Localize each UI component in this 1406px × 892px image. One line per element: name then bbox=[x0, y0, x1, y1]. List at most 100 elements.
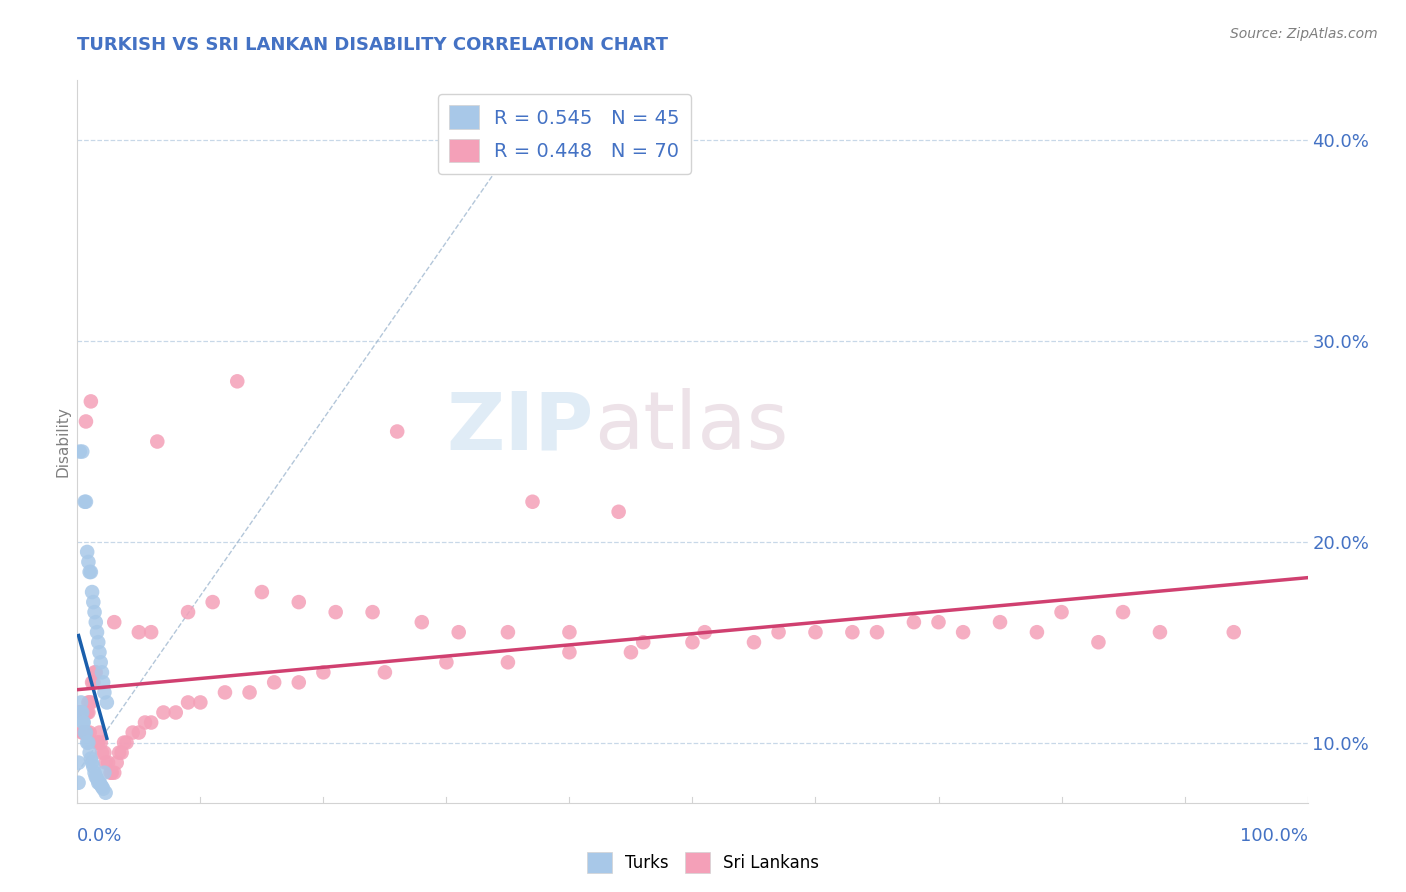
Point bbox=[496, 625, 519, 640]
Point bbox=[76, 735, 98, 749]
Point bbox=[239, 685, 262, 699]
Point bbox=[86, 772, 108, 786]
Text: atlas: atlas bbox=[595, 388, 789, 467]
Point bbox=[693, 625, 716, 640]
Point bbox=[100, 765, 122, 780]
Text: 100.0%: 100.0% bbox=[1240, 827, 1308, 845]
Point bbox=[67, 775, 90, 790]
Point bbox=[90, 746, 114, 760]
Point bbox=[177, 696, 200, 710]
Point bbox=[82, 756, 104, 770]
Point bbox=[84, 665, 107, 680]
Point bbox=[128, 725, 150, 739]
Point bbox=[87, 775, 110, 790]
Point bbox=[121, 725, 143, 739]
Point bbox=[84, 615, 107, 630]
Point bbox=[620, 645, 643, 659]
Point bbox=[742, 635, 765, 649]
Point bbox=[1149, 625, 1171, 640]
Point bbox=[80, 696, 103, 710]
Point bbox=[952, 625, 974, 640]
Point bbox=[214, 685, 236, 699]
Point bbox=[79, 746, 101, 760]
Point bbox=[165, 706, 187, 720]
Point bbox=[385, 425, 409, 439]
Point bbox=[201, 595, 224, 609]
Point bbox=[69, 706, 91, 720]
Point bbox=[77, 696, 100, 710]
Point bbox=[263, 675, 285, 690]
Point bbox=[141, 625, 163, 640]
Point bbox=[988, 615, 1011, 630]
Point bbox=[436, 655, 458, 669]
Point bbox=[804, 625, 827, 640]
Point bbox=[76, 706, 98, 720]
Point bbox=[83, 605, 105, 619]
Legend: Turks, Sri Lankans: Turks, Sri Lankans bbox=[579, 846, 827, 880]
Point bbox=[84, 770, 107, 784]
Point bbox=[522, 494, 544, 508]
Point bbox=[141, 715, 163, 730]
Point bbox=[79, 696, 101, 710]
Point bbox=[146, 434, 169, 449]
Point bbox=[108, 746, 131, 760]
Point bbox=[103, 615, 125, 630]
Point bbox=[112, 735, 135, 749]
Point bbox=[87, 735, 110, 749]
Point bbox=[86, 735, 108, 749]
Point bbox=[83, 765, 105, 780]
Point bbox=[682, 635, 704, 649]
Point bbox=[288, 675, 311, 690]
Text: 0.0%: 0.0% bbox=[77, 827, 122, 845]
Point bbox=[79, 725, 101, 739]
Point bbox=[67, 706, 90, 720]
Point bbox=[70, 725, 93, 739]
Text: ZIP: ZIP bbox=[447, 388, 595, 467]
Point bbox=[1050, 605, 1073, 619]
Point bbox=[496, 655, 519, 669]
Point bbox=[105, 756, 128, 770]
Point bbox=[250, 585, 273, 599]
Point bbox=[70, 706, 93, 720]
Point bbox=[90, 665, 114, 680]
Text: Source: ZipAtlas.com: Source: ZipAtlas.com bbox=[1230, 27, 1378, 41]
Point bbox=[93, 765, 115, 780]
Point bbox=[80, 394, 103, 409]
Point bbox=[70, 696, 93, 710]
Point bbox=[82, 595, 104, 609]
Point bbox=[103, 765, 125, 780]
Point bbox=[866, 625, 889, 640]
Point bbox=[177, 605, 200, 619]
Point bbox=[1112, 605, 1135, 619]
Point bbox=[1026, 625, 1049, 640]
Point bbox=[841, 625, 863, 640]
Point bbox=[73, 494, 96, 508]
Point bbox=[558, 625, 581, 640]
Point bbox=[447, 625, 470, 640]
Point bbox=[72, 715, 94, 730]
Point bbox=[1087, 635, 1109, 649]
Point bbox=[1223, 625, 1246, 640]
Point bbox=[93, 746, 115, 760]
Point bbox=[325, 605, 347, 619]
Point bbox=[101, 765, 124, 780]
Point bbox=[75, 725, 97, 739]
Point bbox=[361, 605, 384, 619]
Point bbox=[89, 775, 111, 790]
Point bbox=[90, 735, 112, 749]
Point bbox=[73, 706, 96, 720]
Point bbox=[69, 444, 91, 458]
Point bbox=[70, 706, 93, 720]
Point bbox=[82, 675, 104, 690]
Point bbox=[633, 635, 655, 649]
Point bbox=[67, 756, 90, 770]
Point bbox=[82, 675, 104, 690]
Point bbox=[226, 374, 249, 388]
Point bbox=[76, 725, 98, 739]
Point bbox=[70, 706, 93, 720]
Legend: R = 0.545   N = 45, R = 0.448   N = 70: R = 0.545 N = 45, R = 0.448 N = 70 bbox=[437, 94, 692, 174]
Text: TURKISH VS SRI LANKAN DISABILITY CORRELATION CHART: TURKISH VS SRI LANKAN DISABILITY CORRELA… bbox=[77, 36, 668, 54]
Point bbox=[70, 444, 93, 458]
Point bbox=[188, 696, 212, 710]
Point bbox=[768, 625, 790, 640]
